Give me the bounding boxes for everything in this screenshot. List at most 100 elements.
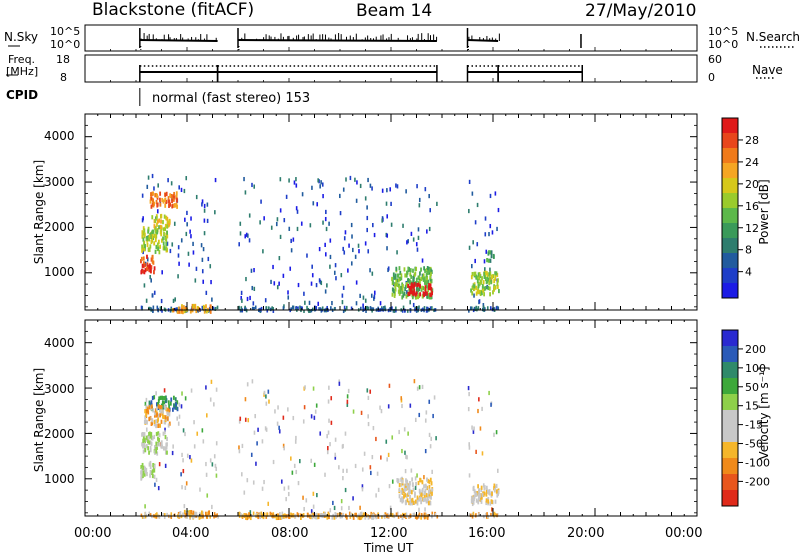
power-scatter-cell [489,223,492,229]
velocity-blob-cell [167,400,170,405]
power-blob-cell [404,286,407,292]
power-scatter-cell [245,232,248,237]
velocity-blob-cell [146,471,148,477]
velocity-blob-cell [142,444,144,449]
velocity-blob-cell [143,432,146,437]
velocity-scatter-cell [431,469,433,474]
velocity-blob-cell [371,515,373,520]
power-scatter-cell [421,258,424,263]
power-blob-cell [160,213,163,219]
velocity-blob-cell [478,490,481,496]
power-scatter-cell [417,235,420,240]
power-scatter-cell [319,184,321,189]
velocity-blob-cell [395,512,398,517]
power-scatter-cell [240,290,243,295]
power-blob-cell [397,273,400,278]
velocity-blob-cell [420,492,423,497]
velocity-blob-cell [478,488,480,493]
power-scatter-cell [249,295,251,301]
velocity-ground-cell [217,515,219,519]
power-blob-cell [165,232,168,237]
power-scatter-cell [259,220,261,225]
power-scatter-cell [356,180,358,185]
power-blob-cell [168,199,171,204]
velocity-blob-cell [335,512,338,518]
power-blob-cell [402,283,404,289]
velocity-scatter-cell [346,399,349,404]
velocity-blob-cell [328,514,330,520]
velocity-blob-cell [401,479,404,484]
power-blob-cell [419,271,421,276]
velocity-blob-cell [311,515,314,520]
velocity-blob-cell [401,487,404,492]
velocity-blob-cell [163,414,165,420]
velocity-scatter-cell [313,462,316,467]
power-blob-cell [184,306,187,311]
power-blob-cell [494,271,497,276]
velocity-blob-cell [283,513,286,518]
power-blob-cell [159,191,162,196]
power-scatter-cell [335,276,337,281]
power-blob-cell [415,291,418,296]
power-ground-cell [205,308,207,313]
velocity-scatter-cell [163,388,166,393]
power-blob-cell [173,203,176,208]
power-scatter-cell [344,230,347,235]
power-scatter-cell [418,197,421,203]
power-scatter-cell [476,202,479,208]
power-ground-cell [393,309,395,313]
velocity-scatter-cell [214,463,217,468]
power-ground-cell [295,306,297,311]
velocity-scatter-cell [283,446,285,451]
power-blob-cell [143,247,146,252]
power-blob-cell [393,293,396,298]
power-colorbar-tick-label: 8 [745,244,752,257]
velocity-scatter-cell [401,448,403,454]
power-ground-cell [320,309,323,313]
power-ground-cell [308,309,310,313]
power-scatter-cell [322,220,324,225]
velocity-blob-cell [405,493,408,498]
velocity-blob-cell [477,497,480,502]
power-scatter-cell [349,175,352,181]
power-blob-cell [209,309,212,314]
power-scatter-cell [428,193,430,199]
velocity-blob-cell [174,405,177,410]
velocity-blob-cell [429,477,432,482]
velocity-ground-cell [493,513,495,517]
power-ground-cell [429,306,432,310]
power-scatter-cell [362,303,364,308]
power-blob-cell [495,271,498,276]
power-scatter-cell [426,229,428,234]
power-ground-cell [326,305,328,310]
velocity-blob-cell [309,514,312,520]
power-blob-cell [418,293,421,298]
power-blob-cell [392,272,395,277]
velocity-colorbar-cell [722,442,738,459]
velocity-blob-cell [316,515,319,520]
velocity-scatter-cell [467,407,470,412]
velocity-ground-cell [156,512,158,516]
power-blob-cell [175,191,178,196]
velocity-scatter-cell [180,472,182,477]
velocity-blob-cell [147,446,150,451]
power-blob-cell [405,294,408,299]
velocity-blob-cell [488,489,491,494]
power-scatter-cell [405,189,407,194]
power-scatter-cell [342,187,345,192]
power-blob-cell [150,265,153,270]
power-blob-cell [165,191,168,196]
power-blob-cell [143,242,145,247]
power-blob-cell [143,228,146,233]
velocity-scatter-cell [468,473,471,478]
velocity-scatter-cell [413,379,416,384]
power-scatter-cell [157,183,159,188]
power-blob-cell [140,256,143,262]
power-blob-cell [162,236,164,241]
velocity-scatter-cell [375,493,377,498]
velocity-blob-cell [398,482,401,488]
power-ground-cell [371,307,373,311]
velocity-blob-cell [292,513,295,518]
power-scatter-cell [187,251,190,256]
velocity-scatter-cell [404,450,406,455]
